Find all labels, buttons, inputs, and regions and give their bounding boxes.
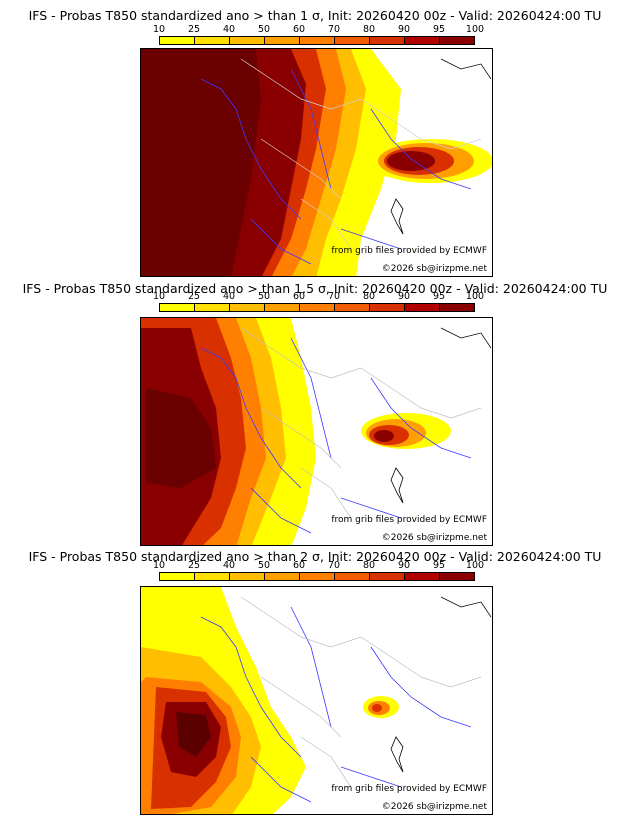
legend-label: 100: [465, 560, 485, 571]
legend-label: 25: [187, 560, 201, 571]
legend-swatch: [195, 304, 230, 311]
legend-swatch: [335, 304, 370, 311]
legend-label: 50: [257, 560, 271, 571]
legend-label: 95: [432, 560, 446, 571]
legend-label: 70: [327, 560, 341, 571]
panel-1-5sigma: IFS - Probas T850 standardized ano > tha…: [0, 276, 630, 556]
copyright: ©2026 sb@irizpme.net: [381, 264, 487, 274]
legend-label: 25: [187, 291, 201, 302]
legend-swatch: [440, 304, 474, 311]
legend-swatch: [160, 37, 195, 44]
legend-swatch: [195, 573, 230, 580]
legend-swatch: [230, 304, 265, 311]
legend-labels: 10 25 40 50 60 70 80 90 95 100: [149, 24, 485, 35]
legend-label: 60: [292, 291, 306, 302]
legend-swatch: [335, 573, 370, 580]
legend-label: 50: [257, 291, 271, 302]
legend-swatch: [405, 573, 440, 580]
legend-swatch: [160, 304, 195, 311]
color-legend: [159, 303, 475, 312]
legend-label: 90: [397, 560, 411, 571]
legend-label: 10: [152, 291, 166, 302]
legend-label: 50: [257, 24, 271, 35]
legend-labels: 10 25 40 50 60 70 80 90 95 100: [149, 560, 485, 571]
legend-swatch: [335, 37, 370, 44]
map-title: IFS - Probas T850 standardized ano > tha…: [28, 8, 602, 23]
legend-swatch: [230, 573, 265, 580]
legend-swatch: [370, 573, 405, 580]
legend-swatch: [300, 304, 335, 311]
legend-label: 40: [222, 291, 236, 302]
probability-map: from grib files provided by ECMWF ©2026 …: [140, 48, 493, 277]
legend-label: 70: [327, 24, 341, 35]
map-title: IFS - Probas T850 standardized ano > tha…: [28, 549, 602, 564]
legend-label: 40: [222, 24, 236, 35]
legend-label: 60: [292, 560, 306, 571]
legend-label: 95: [432, 24, 446, 35]
legend-label: 80: [362, 560, 376, 571]
source-credit: from grib files provided by ECMWF: [331, 246, 487, 256]
panel-1sigma: IFS - Probas T850 standardized ano > tha…: [0, 0, 630, 280]
legend-swatch: [440, 573, 474, 580]
legend-label: 40: [222, 560, 236, 571]
legend-swatch: [265, 304, 300, 311]
legend-label: 80: [362, 24, 376, 35]
legend-label: 70: [327, 291, 341, 302]
legend-label: 100: [465, 291, 485, 302]
legend-swatch: [405, 304, 440, 311]
legend-label: 100: [465, 24, 485, 35]
legend-swatch: [160, 573, 195, 580]
source-credit: from grib files provided by ECMWF: [331, 784, 487, 794]
source-credit: from grib files provided by ECMWF: [331, 515, 487, 525]
legend-label: 90: [397, 291, 411, 302]
map-title: IFS - Probas T850 standardized ano > tha…: [22, 281, 608, 296]
copyright: ©2026 sb@irizpme.net: [381, 802, 487, 812]
copyright: ©2026 sb@irizpme.net: [381, 533, 487, 543]
legend-labels: 10 25 40 50 60 70 80 90 95 100: [149, 291, 485, 302]
legend-label: 80: [362, 291, 376, 302]
color-legend: [159, 572, 475, 581]
legend-swatch: [300, 573, 335, 580]
legend-label: 25: [187, 24, 201, 35]
legend-swatch: [230, 37, 265, 44]
legend-swatch: [265, 37, 300, 44]
probability-map: from grib files provided by ECMWF ©2026 …: [140, 317, 493, 546]
legend-label: 10: [152, 24, 166, 35]
legend-swatch: [370, 304, 405, 311]
color-legend: [159, 36, 475, 45]
legend-label: 95: [432, 291, 446, 302]
legend-swatch: [265, 573, 300, 580]
legend-swatch: [440, 37, 474, 44]
legend-swatch: [195, 37, 230, 44]
panel-2sigma: IFS - Probas T850 standardized ano > tha…: [0, 545, 630, 828]
legend-label: 10: [152, 560, 166, 571]
probability-map: from grib files provided by ECMWF ©2026 …: [140, 586, 493, 815]
legend-swatch: [300, 37, 335, 44]
legend-swatch: [370, 37, 405, 44]
legend-label: 90: [397, 24, 411, 35]
legend-label: 60: [292, 24, 306, 35]
legend-swatch: [405, 37, 440, 44]
